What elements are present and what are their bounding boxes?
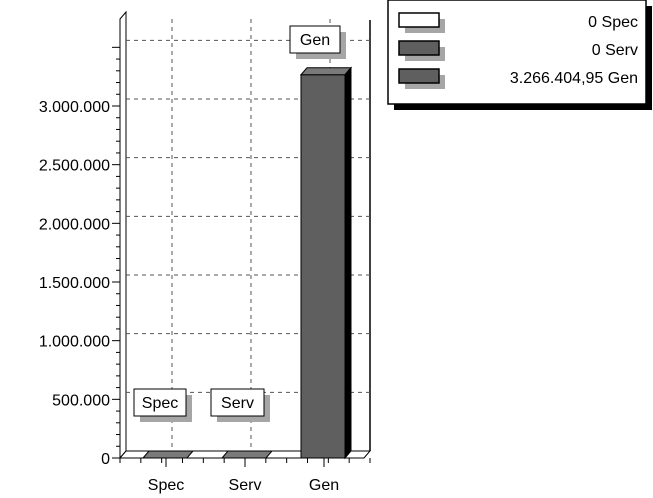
y-tick-label: 0 <box>101 451 110 468</box>
left-wall <box>119 10 127 460</box>
data-label-box <box>133 388 187 417</box>
legend-swatch-spec <box>398 12 440 28</box>
legend-swatch-serv <box>398 40 440 56</box>
x-tick-label: Serv <box>229 477 262 494</box>
y-tick-label: 500.000 <box>52 392 110 409</box>
legend-value: 0 <box>588 14 597 31</box>
y-tick-label: 2.500.000 <box>39 158 110 175</box>
legend-label: Spec <box>597 14 638 31</box>
y-tick-label: 2.000.000 <box>39 216 110 233</box>
legend-value: 0 <box>592 42 601 59</box>
data-label-gen: Gen <box>300 32 330 49</box>
legend-entry-serv: 0 Serv <box>592 42 638 59</box>
bar-serv <box>220 450 274 459</box>
legend-label: Serv <box>601 42 638 59</box>
y-tick-label: 1.500.000 <box>39 275 110 292</box>
legend-label: Gen <box>603 70 638 87</box>
bar-spec <box>141 450 195 459</box>
legend-value: 3.266.404,95 <box>510 70 604 87</box>
bar-gen-top <box>299 67 353 76</box>
data-label-box <box>210 388 265 417</box>
y-tick-label: 1.000.000 <box>39 334 110 351</box>
y-tick-label: 3.000.000 <box>39 99 110 116</box>
data-label-serv: Serv <box>221 395 254 412</box>
legend-entry-gen: 3.266.404,95 Gen <box>510 70 638 87</box>
bar-gen-side <box>344 66 352 460</box>
data-label-box <box>289 25 341 54</box>
x-tick-label: Spec <box>148 477 184 494</box>
legend-entry-spec: 0 Spec <box>588 14 638 31</box>
legend-swatch-gen <box>398 68 440 84</box>
bar-gen <box>300 74 346 459</box>
data-label-spec: Spec <box>142 395 178 412</box>
x-tick-label: Gen <box>309 477 339 494</box>
